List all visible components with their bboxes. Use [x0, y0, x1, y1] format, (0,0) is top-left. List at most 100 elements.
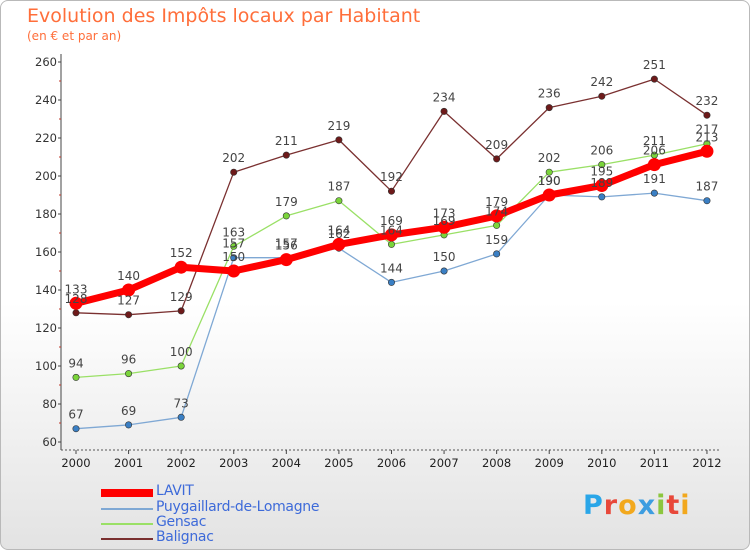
data-label: 128 [65, 292, 88, 306]
data-point [282, 212, 290, 220]
logo-letter: i [656, 490, 667, 521]
data-label: 152 [170, 246, 193, 260]
data-label: 157 [222, 237, 245, 251]
y-tick-label: 200 [35, 169, 57, 183]
logo-letter: t [666, 490, 681, 521]
data-point [387, 278, 395, 286]
data-point [545, 168, 553, 176]
data-label: 179 [485, 195, 508, 209]
data-label: 127 [117, 294, 140, 308]
data-label: 150 [433, 250, 456, 264]
data-point [387, 187, 395, 195]
data-label: 174 [485, 204, 508, 218]
x-tick-label: 2000 [61, 456, 90, 470]
legend-swatch [101, 489, 153, 497]
data-point [545, 104, 553, 112]
data-point [598, 193, 606, 201]
logo-letter: r [603, 490, 619, 521]
x-tick-label: 2001 [114, 456, 143, 470]
data-point [335, 136, 343, 144]
data-label: 206 [590, 144, 613, 158]
legend-swatch [101, 508, 153, 510]
data-label: 219 [327, 119, 350, 133]
data-point [598, 92, 606, 100]
data-label: 169 [380, 214, 403, 228]
chart-title: Evolution des Impôts locaux par Habitant [27, 5, 421, 27]
y-tick-label: 180 [35, 207, 57, 221]
x-tick-label: 2007 [429, 456, 458, 470]
data-point [440, 107, 448, 115]
data-label: 209 [485, 138, 508, 152]
x-tick-label: 2011 [640, 456, 669, 470]
data-label: 195 [590, 165, 613, 179]
data-point [595, 179, 609, 192]
data-point [177, 362, 185, 370]
data-label: 164 [380, 223, 403, 237]
y-tick-label: 220 [35, 131, 57, 145]
data-point [230, 254, 238, 262]
data-label: 187 [327, 180, 350, 194]
y-tick-label: 120 [35, 321, 57, 335]
data-label: 173 [433, 206, 456, 220]
data-point [279, 253, 293, 267]
data-label: 162 [327, 227, 350, 241]
legend-label: Puygaillard-de-Lomagne [156, 499, 320, 515]
data-label: 157 [275, 237, 298, 251]
data-point [177, 413, 185, 421]
y-tick-label: 80 [42, 397, 57, 411]
data-label: 190 [538, 174, 561, 188]
data-point [440, 267, 448, 275]
data-label: 236 [538, 87, 561, 101]
data-point [335, 197, 343, 205]
data-label: 129 [170, 290, 193, 304]
y-tick-label: 160 [35, 245, 57, 259]
data-point [177, 307, 185, 315]
data-point [387, 240, 395, 248]
data-point [125, 370, 133, 378]
data-point [542, 188, 556, 202]
data-label: 190 [538, 174, 561, 188]
data-label: 189 [590, 176, 613, 190]
data-point [703, 111, 711, 119]
data-label: 163 [222, 225, 245, 239]
data-point [227, 264, 241, 278]
data-label: 211 [643, 134, 666, 148]
data-label: 202 [538, 151, 561, 165]
data-label: 234 [433, 90, 456, 104]
x-tick-label: 2004 [272, 456, 301, 470]
y-tick-label: 60 [42, 435, 57, 449]
data-label: 156 [275, 239, 298, 253]
data-label: 159 [485, 233, 508, 247]
x-tick-label: 2012 [692, 456, 721, 470]
data-label: 192 [380, 170, 403, 184]
data-label: 211 [275, 134, 298, 148]
data-point [493, 250, 501, 258]
chart-subtitle: (en € et par an) [27, 29, 122, 43]
x-tick-label: 2006 [377, 456, 406, 470]
data-label: 191 [643, 172, 666, 186]
y-tick-label: 240 [35, 93, 57, 107]
data-label: 144 [380, 261, 403, 275]
proxiti-logo: Proxiti [583, 490, 691, 521]
data-label: 169 [433, 214, 456, 228]
data-label: 217 [696, 123, 719, 137]
data-label: 206 [643, 144, 666, 158]
data-label: 140 [117, 269, 140, 283]
data-point [332, 237, 346, 251]
data-label: 202 [222, 151, 245, 165]
y-tick-label: 100 [35, 359, 57, 373]
data-label: 73 [174, 396, 189, 410]
data-label: 213 [696, 130, 719, 144]
data-point [72, 373, 80, 381]
data-point [69, 296, 83, 310]
data-label: 150 [222, 250, 245, 264]
data-point [72, 309, 80, 317]
legend-label: Balignac [156, 529, 214, 545]
data-point [703, 197, 711, 205]
legend-swatch [101, 523, 153, 525]
data-point [647, 158, 661, 172]
data-point [493, 221, 501, 229]
data-point [125, 311, 133, 319]
data-point [174, 260, 188, 274]
